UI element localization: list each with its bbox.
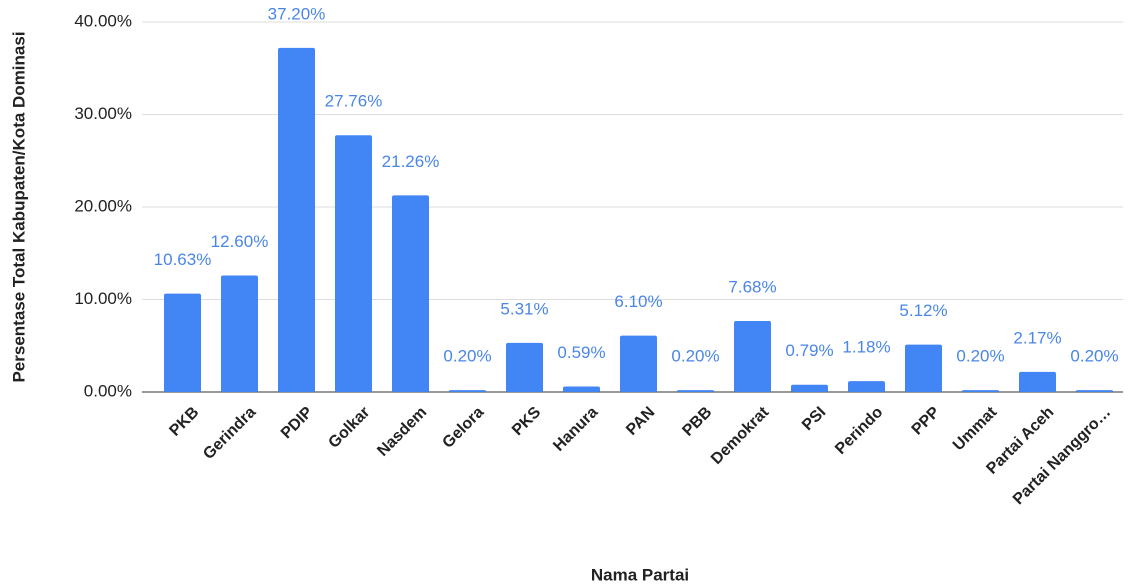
value-label: 37.20% [268, 4, 326, 23]
x-tick-label: Gerindra [200, 404, 259, 463]
y-tick-label: 30.00% [74, 104, 132, 123]
value-label: 0.59% [557, 343, 605, 362]
value-label: 0.20% [1070, 347, 1118, 366]
value-label: 6.10% [614, 292, 662, 311]
x-tick-label: Demokrat [708, 403, 773, 468]
bar [335, 135, 372, 392]
x-tick-label: PPP [909, 404, 944, 439]
x-tick-label: Nasdem [374, 404, 430, 460]
value-label: 27.76% [325, 92, 383, 111]
x-tick-label: PKS [509, 404, 545, 440]
y-axis-label: Persentase Total Kabupaten/Kota Dominasi [9, 31, 28, 382]
bar [563, 386, 600, 392]
bar [1076, 390, 1113, 392]
bar [1019, 371, 1056, 392]
bar [905, 344, 942, 392]
value-label: 0.20% [443, 347, 491, 366]
bar [734, 320, 771, 392]
bar [392, 195, 429, 392]
x-tick-label: Golkar [325, 404, 373, 452]
value-label: 0.20% [671, 347, 719, 366]
value-label: 5.31% [500, 299, 548, 318]
x-tick-label: Partai Nanggro… [1010, 404, 1114, 508]
x-tick-label: PDIP [278, 404, 317, 443]
y-tick-label: 20.00% [74, 196, 132, 215]
bar [677, 390, 714, 392]
value-label: 0.20% [956, 347, 1004, 366]
x-axis-label: Nama Partai [591, 565, 689, 584]
y-tick-label: 10.00% [74, 289, 132, 308]
bar [620, 335, 657, 392]
bar [962, 390, 999, 392]
bar [848, 381, 885, 392]
bar [506, 342, 543, 392]
bar [221, 275, 258, 392]
bar [449, 390, 486, 392]
y-tick-label: 40.00% [74, 11, 132, 30]
value-label: 10.63% [154, 250, 212, 269]
value-label: 7.68% [728, 277, 776, 296]
value-label: 21.26% [382, 152, 440, 171]
y-tick-label: 0.00% [84, 381, 132, 400]
x-tick-label: PAN [623, 404, 658, 439]
x-tick-label: PSI [799, 404, 829, 434]
bar [278, 47, 315, 393]
value-label: 1.18% [842, 338, 890, 357]
bar [164, 293, 201, 392]
bar [791, 384, 828, 392]
x-tick-label: Hanura [550, 404, 601, 455]
value-label: 5.12% [899, 301, 947, 320]
x-tick-label: Gelora [439, 404, 487, 452]
x-tick-label: Ummat [950, 403, 1001, 454]
x-tick-label: PBB [679, 404, 715, 440]
x-tick-label: Perindo [832, 404, 886, 458]
value-label: 2.17% [1013, 328, 1061, 347]
value-label: 0.79% [785, 341, 833, 360]
x-tick-label: PKB [166, 404, 202, 440]
value-label: 12.60% [211, 232, 269, 251]
